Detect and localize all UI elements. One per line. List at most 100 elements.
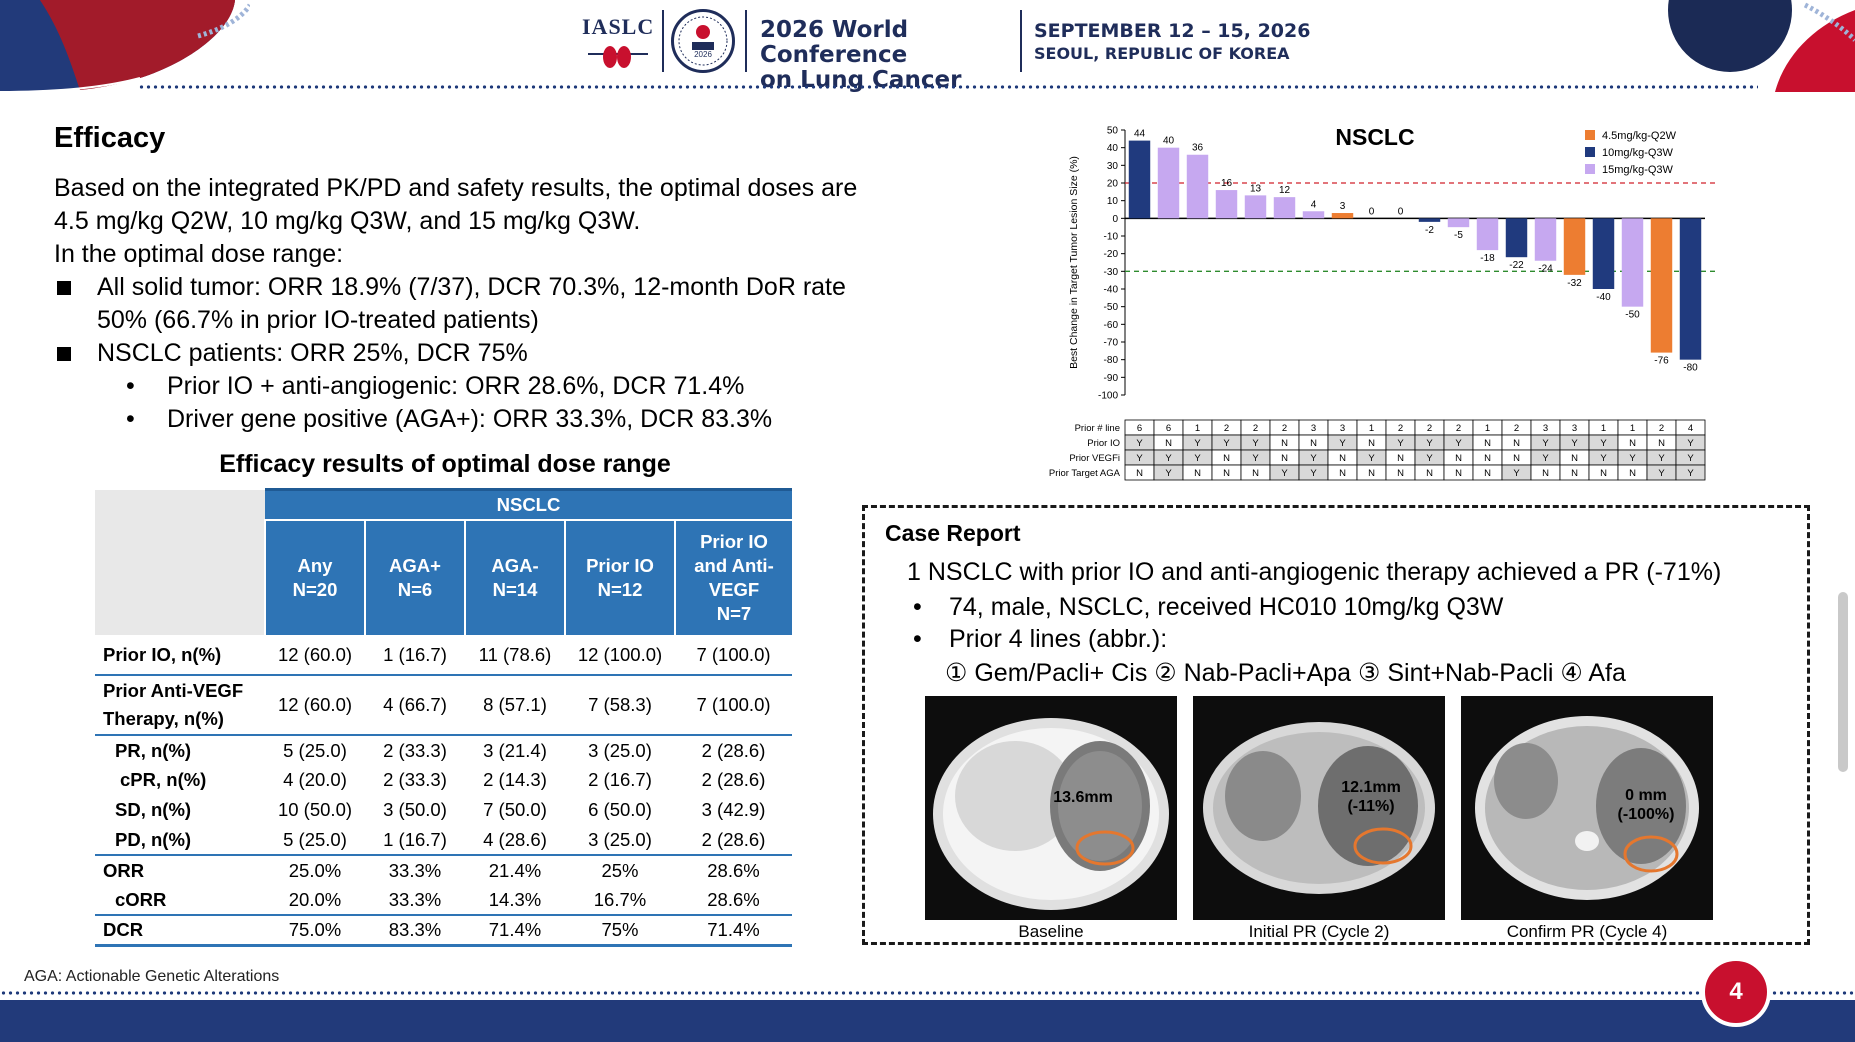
waterfall-chart: 50403020100-10-20-30-40-50-60-70-80-90-1… (1049, 124, 1715, 481)
info-cell-value: N (1571, 453, 1578, 464)
legend-swatch (1585, 130, 1595, 140)
info-cell-value: 1 (1369, 423, 1374, 434)
y-tick-label: -20 (1104, 249, 1119, 260)
table-cell: 25% (601, 859, 639, 881)
scrollbar-thumb[interactable] (1838, 592, 1848, 772)
bar (1679, 218, 1702, 360)
header-separator (745, 10, 747, 72)
table-cell: 2 (28.6) (701, 739, 766, 761)
case-bullet-text: Prior 4 lines (abbr.): (949, 625, 1168, 653)
info-cell-value: Y (1600, 453, 1607, 464)
y-tick-label: -80 (1104, 355, 1119, 366)
table-cell: 2 (28.6) (701, 769, 766, 790)
info-cell-value: Y (1513, 468, 1520, 479)
table-row: Prior Anti-VEGF Therapy, n(%) 12 (60.0) 4 … (95, 675, 792, 736)
info-cell-value: N (1281, 453, 1288, 464)
table-row: SD, n(%) 10 (50.0) 3 (50.0) 7 (50.0) 6 (50.… (95, 795, 792, 825)
table-corner (95, 489, 265, 635)
column-header-aga-pos: AGA+ N=6 (364, 519, 465, 635)
table-cell: 33.3% (388, 888, 442, 910)
info-cell (1675, 464, 1706, 481)
bar-value-label: -24 (1538, 264, 1553, 275)
info-cell-value: 6 (1166, 423, 1171, 434)
info-cell-value: 4 (1688, 423, 1693, 434)
ct-scan-initial-pr: 12.1mm (-11%) (1193, 696, 1445, 920)
bar (1650, 218, 1673, 353)
legend-label: 4.5mg/kg-Q2W (1602, 130, 1677, 142)
table-cell: 75% (565, 914, 675, 947)
intro-line: 4.5 mg/kg Q2W, 10 mg/kg Q3W, and 15 mg/k… (54, 207, 641, 235)
bar (1621, 218, 1644, 307)
iaslc-logo: IASLC (582, 14, 655, 39)
bar-value-label: -32 (1567, 278, 1582, 289)
info-cell-value: N (1165, 438, 1172, 449)
info-cell-value: N (1339, 453, 1346, 464)
column-header-prior-io: Prior IO N=12 (564, 519, 675, 635)
table-cell: 4 (66.7) (365, 675, 465, 736)
y-tick-label: -50 (1104, 302, 1119, 313)
table-cell: 75.0% (265, 914, 365, 947)
info-cell-value: Y (1281, 468, 1288, 479)
info-row-label: Prior VEGFi (1069, 453, 1120, 464)
info-cell-value: Y (1542, 453, 1549, 464)
table-row: DCR 75.0% 83.3% 71.4% 75% 71.4% (95, 914, 792, 947)
legend-label: 15mg/kg-Q3W (1602, 164, 1674, 176)
ct-image (1193, 696, 1445, 920)
info-cell-value: 1 (1630, 423, 1635, 434)
info-cell-value: Y (1194, 438, 1201, 449)
y-tick-label: -60 (1104, 320, 1119, 331)
info-cell-value: 2 (1427, 423, 1432, 434)
bar-value-label: -40 (1596, 292, 1611, 303)
row-label: SD, n(%) (115, 799, 192, 820)
intro-line: Based on the integrated PK/PD and safety… (54, 174, 858, 202)
info-cell-value: 1 (1485, 423, 1490, 434)
info-cell-value: N (1397, 453, 1404, 464)
info-cell-value: N (1542, 468, 1549, 479)
info-cell-value: Y (1658, 453, 1665, 464)
bar-value-label: 3 (1340, 201, 1346, 212)
info-cell-value: 1 (1601, 423, 1606, 434)
info-cell-value: 2 (1514, 423, 1519, 434)
table-cell: 12 (60.0) (265, 675, 365, 736)
table-cell: 12 (100.0) (565, 635, 675, 676)
info-row-label: Prior # line (1075, 423, 1120, 434)
table-row: PR, n(%) 5 (25.0) 2 (33.3) 3 (21.4) 3 (25.0… (95, 735, 792, 765)
table-cell: 7 (50.0) (483, 799, 547, 820)
info-cell-value: N (1223, 468, 1230, 479)
dot-bullet-icon: • (913, 593, 922, 621)
table-cell: 28.6% (707, 888, 760, 910)
scan-measurement-label: 0 mm (-100%) (1617, 787, 1675, 823)
row-label: cPR, n(%) (120, 769, 207, 790)
info-cell-value: Y (1426, 453, 1433, 464)
table-cell: 3 (25.0) (565, 825, 675, 856)
conference-header: IASLC 2026 2026 World Conference on Lung… (0, 0, 1855, 93)
y-tick-label: 50 (1107, 126, 1119, 137)
info-cell-value: Y (1339, 438, 1346, 449)
table-cell: 3 (50.0) (383, 799, 447, 820)
header-separator (1020, 10, 1022, 72)
sub-bullet-text: Prior IO + anti-angiogenic: ORR 28.6%, D… (167, 372, 745, 400)
info-cell-value: 3 (1311, 423, 1316, 434)
bar-value-label: -18 (1480, 253, 1495, 264)
info-cell-value: Y (1368, 453, 1375, 464)
info-cell-value: 3 (1340, 423, 1345, 434)
bar-value-label: 0 (1369, 206, 1375, 217)
footnote: AGA: Actionable Genetic Alterations (24, 968, 280, 985)
info-cell-value: Y (1542, 438, 1549, 449)
efficacy-table: NSCLC Any N=20 AGA+ N=6 AGA- N=14 Prior IO N… (95, 488, 792, 947)
bar (1186, 154, 1209, 219)
y-tick-label: -100 (1098, 391, 1118, 402)
bar-value-label: -5 (1454, 230, 1463, 241)
header-dotted-divider (138, 84, 1758, 90)
table-cell: 25.0% (288, 859, 342, 881)
table-cell: 12 (60.0) (265, 635, 365, 676)
footer-band (0, 1000, 1855, 1042)
table-cell: 4 (28.6) (465, 825, 565, 856)
bar-value-label: 44 (1134, 129, 1146, 140)
info-cell-value: N (1484, 468, 1491, 479)
info-cell-value: N (1571, 468, 1578, 479)
info-cell-value: Y (1687, 438, 1694, 449)
scan-caption: Baseline (1018, 922, 1084, 941)
info-cell-value: N (1513, 453, 1520, 464)
info-cell-value: 2 (1456, 423, 1461, 434)
